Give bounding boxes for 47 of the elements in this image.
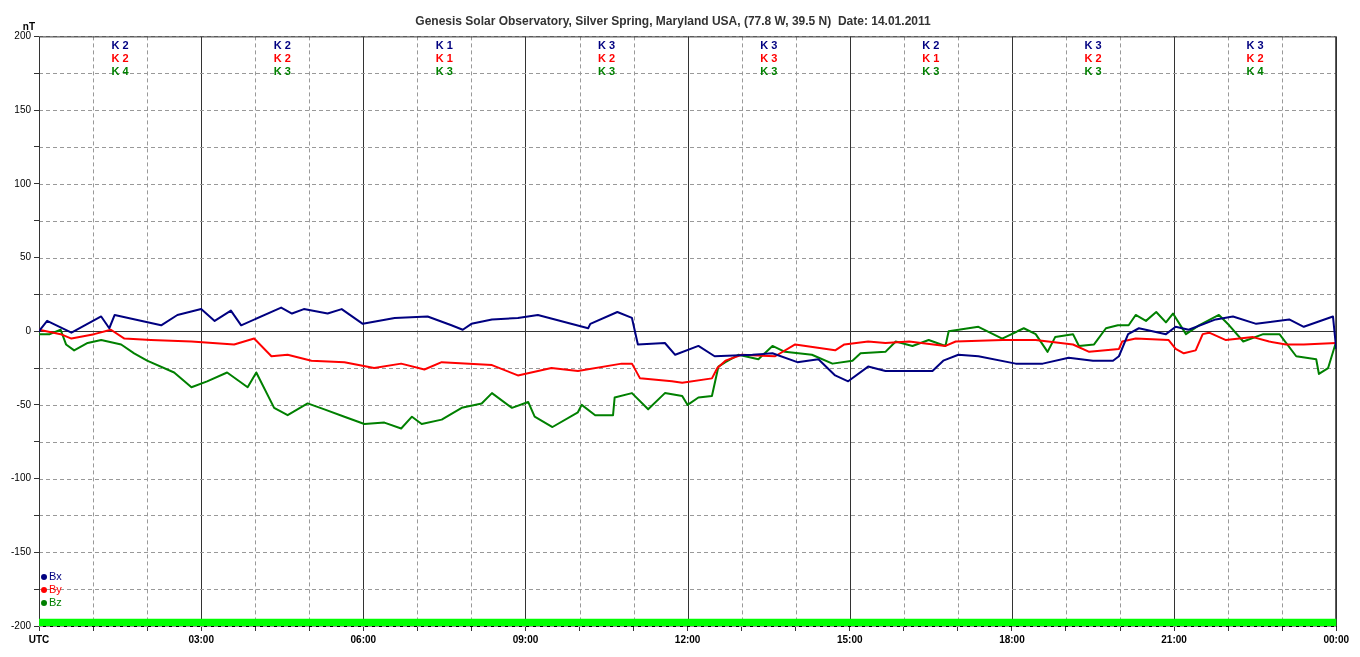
annotation: K 2: [273, 52, 291, 65]
y-tick-label: -50: [16, 398, 32, 410]
annotation: K 3: [1084, 65, 1102, 78]
x-tick-label: UTC: [28, 633, 50, 645]
y-tick-label: 100: [14, 177, 32, 189]
x-tick-label: 00:00: [1323, 633, 1350, 645]
annotation: K 3: [1084, 39, 1102, 52]
annotation: K 3: [922, 65, 940, 78]
annotation: K 2: [111, 52, 129, 65]
y-axis-title: nT: [22, 21, 36, 33]
annotation: K 1: [435, 39, 453, 52]
annotation: K 2: [1246, 52, 1264, 65]
legend-label: By: [49, 583, 63, 596]
annotation: K 2: [922, 39, 940, 52]
y-tick-label: 0: [25, 324, 32, 336]
x-tick-label: 06:00: [350, 633, 377, 645]
annotation: K 2: [1084, 52, 1102, 65]
y-tick-label: -150: [11, 546, 32, 558]
annotation: K 4: [111, 65, 130, 78]
x-tick-label: 09:00: [512, 633, 539, 645]
annotation: K 1: [435, 52, 453, 65]
annotation: K 3: [273, 65, 291, 78]
annotation: K 2: [273, 39, 291, 52]
chart-title: Genesis Solar Observatory, Silver Spring, Maryland USA, (77.8 W, 39.5 N) Date: 14.01.2011: [415, 13, 931, 28]
annotation: K 3: [597, 65, 616, 78]
annotation: K 3: [760, 65, 778, 78]
legend-label: Bz: [49, 596, 62, 609]
y-tick-label: 200: [14, 30, 32, 42]
annotation: K 2: [111, 39, 129, 52]
x-tick-label: 12:00: [674, 633, 701, 645]
annotation: K 3: [1246, 39, 1264, 52]
x-tick-label: 18:00: [999, 633, 1026, 645]
x-tick-label: 15:00: [836, 633, 863, 645]
annotation: K 1: [922, 52, 940, 65]
y-tick-label: 150: [14, 103, 32, 115]
x-tick-label: 21:00: [1161, 633, 1188, 645]
x-tick-label: 03:00: [188, 633, 215, 645]
annotation: K 3: [760, 39, 778, 52]
annotation: K 3: [435, 65, 453, 78]
y-tick-label: -100: [11, 472, 32, 484]
y-tick-label: -200: [11, 619, 32, 631]
annotation: K 3: [597, 39, 616, 52]
y-tick-label: 50: [19, 251, 32, 263]
annotation: K 4: [1246, 65, 1265, 78]
legend-label: Bx: [49, 570, 63, 583]
annotation: K 3: [760, 52, 778, 65]
annotation: K 2: [597, 52, 616, 65]
